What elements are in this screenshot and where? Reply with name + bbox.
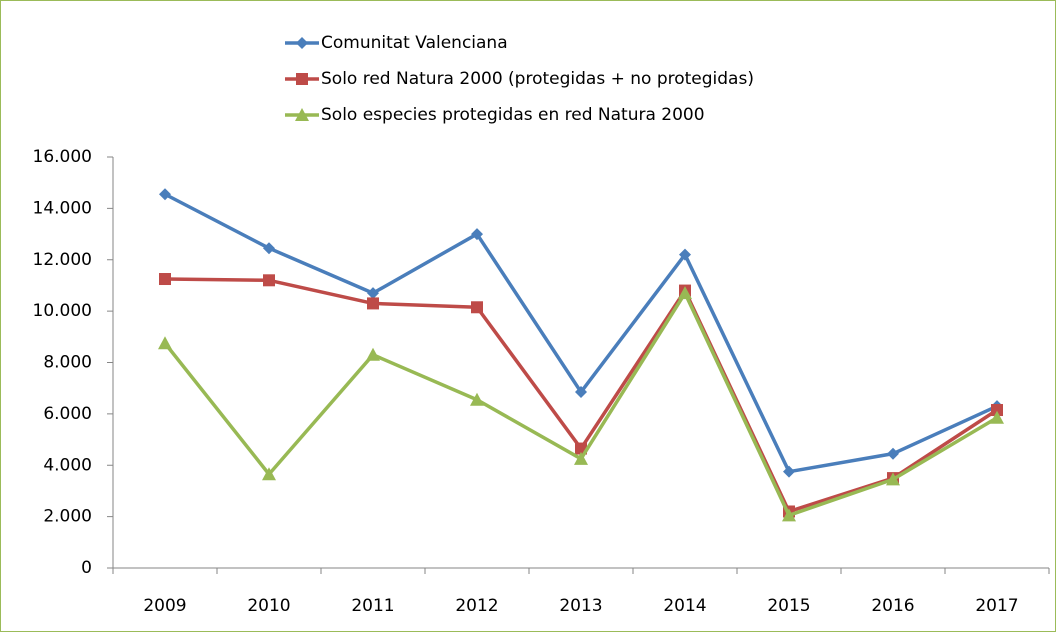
legend-label: Comunitat Valenciana xyxy=(321,33,508,53)
y-tick-label: 10.000 xyxy=(33,301,92,321)
y-tick-label: 4.000 xyxy=(43,455,92,475)
marker xyxy=(679,248,691,261)
marker xyxy=(678,286,692,300)
marker xyxy=(575,386,587,399)
marker xyxy=(574,451,588,465)
marker xyxy=(471,228,483,241)
y-tick-label: 8.000 xyxy=(43,353,92,373)
marker xyxy=(296,37,308,49)
x-tick-label: 2017 xyxy=(975,596,1018,616)
y-tick-label: 0 xyxy=(81,558,92,578)
x-tick-label: 2009 xyxy=(143,596,186,616)
marker xyxy=(471,301,483,314)
marker xyxy=(158,336,172,350)
y-tick-label: 14.000 xyxy=(33,198,92,218)
marker xyxy=(366,347,380,361)
marker xyxy=(782,508,796,522)
y-tick-label: 12.000 xyxy=(33,250,92,270)
marker xyxy=(263,274,275,287)
x-tick-label: 2011 xyxy=(351,596,394,616)
marker xyxy=(159,273,171,286)
x-tick-label: 2010 xyxy=(247,596,290,616)
marker xyxy=(159,188,171,201)
marker xyxy=(990,410,1004,424)
x-tick-label: 2013 xyxy=(559,596,602,616)
legend-label: Solo especies protegidas en red Natura 2… xyxy=(321,105,705,125)
marker xyxy=(263,242,275,255)
marker xyxy=(887,447,899,460)
x-tick-label: 2015 xyxy=(767,596,810,616)
x-tick-label: 2012 xyxy=(455,596,498,616)
marker xyxy=(295,108,309,121)
x-tick-label: 2016 xyxy=(871,596,914,616)
y-tick-label: 16.000 xyxy=(33,147,92,167)
legend-label: Solo red Natura 2000 (protegidas + no pr… xyxy=(321,69,754,89)
marker xyxy=(470,392,484,406)
x-tick-label: 2014 xyxy=(663,596,706,616)
marker xyxy=(991,404,1003,417)
marker xyxy=(367,297,379,310)
y-tick-label: 2.000 xyxy=(43,507,92,527)
marker xyxy=(783,465,795,478)
y-tick-label: 6.000 xyxy=(43,404,92,424)
marker xyxy=(296,73,308,85)
marker xyxy=(886,472,900,486)
marker xyxy=(367,287,379,300)
marker xyxy=(262,467,276,481)
